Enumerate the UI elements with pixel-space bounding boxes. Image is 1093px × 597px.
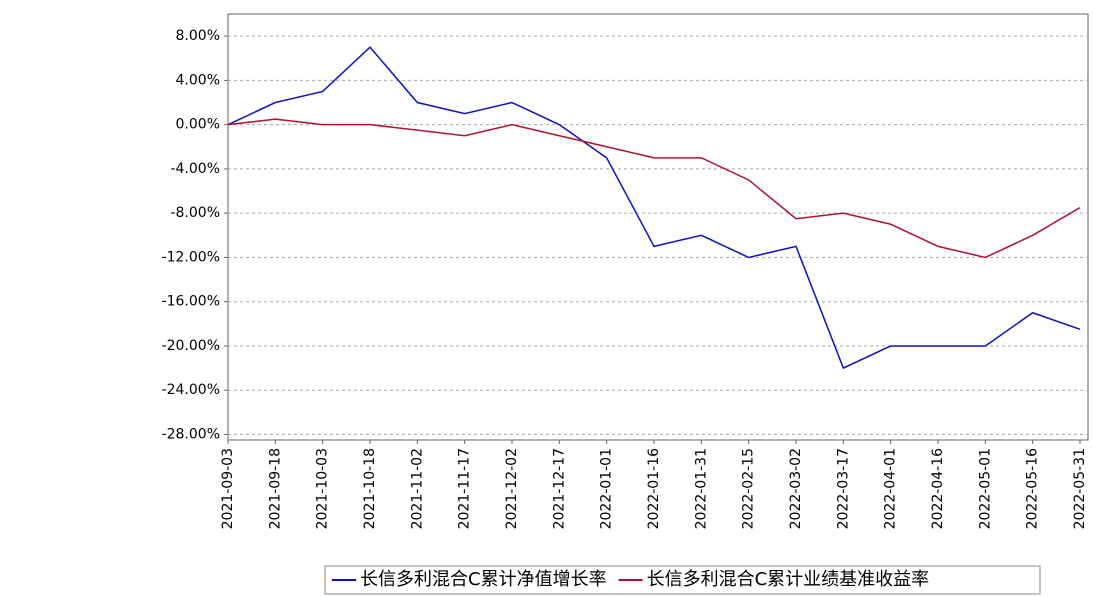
x-tick-label: 2022-04-01 bbox=[883, 448, 899, 529]
x-tick-label: 2021-11-02 bbox=[409, 448, 425, 529]
x-tick-label: 2022-02-15 bbox=[741, 448, 757, 529]
legend-label: 长信多利混合C累计业绩基准收益率 bbox=[647, 569, 930, 590]
y-tick-label: -12.00% bbox=[162, 249, 220, 265]
series-line bbox=[228, 47, 1080, 368]
x-tick-label: 2022-01-01 bbox=[599, 448, 615, 529]
x-tick-label: 2022-04-16 bbox=[930, 448, 946, 529]
x-tick-label: 2022-03-17 bbox=[835, 448, 851, 529]
y-tick-label: -16.00% bbox=[162, 294, 220, 310]
y-tick-label: -8.00% bbox=[170, 205, 220, 221]
x-tick-label: 2021-09-03 bbox=[220, 448, 236, 529]
x-tick-label: 2022-05-16 bbox=[1025, 448, 1041, 529]
y-tick-label: 0.00% bbox=[176, 117, 220, 133]
plot-frame bbox=[228, 14, 1088, 440]
x-tick-label: 2022-01-31 bbox=[693, 448, 709, 529]
y-tick-label: -28.00% bbox=[162, 426, 220, 442]
x-tick-label: 2022-05-31 bbox=[1072, 448, 1088, 529]
legend-label: 长信多利混合C累计净值增长率 bbox=[360, 569, 607, 590]
y-tick-label: 8.00% bbox=[176, 28, 220, 44]
chart: 8.00% 4.00% 0.00% -4.00% -8.00% -12.00% -16.00… bbox=[0, 0, 1093, 597]
y-tick-label: 4.00% bbox=[176, 72, 220, 88]
x-tick-label: 2021-10-18 bbox=[362, 448, 378, 529]
x-tick-label: 2021-12-02 bbox=[504, 448, 520, 529]
x-tick-label: 2022-03-02 bbox=[788, 448, 804, 529]
x-tick-label: 2022-05-01 bbox=[977, 448, 993, 529]
x-tick-label: 2021-09-18 bbox=[267, 448, 283, 529]
y-tick-label: -24.00% bbox=[162, 382, 220, 398]
legend: 长信多利混合C累计净值增长率 长信多利混合C累计业绩基准收益率 bbox=[325, 566, 1040, 594]
x-tick-label: 2022-01-16 bbox=[646, 448, 662, 529]
x-tick-label: 2021-12-17 bbox=[551, 448, 567, 529]
y-tick-label: -20.00% bbox=[162, 338, 220, 354]
series-line bbox=[228, 119, 1080, 257]
x-tick-label: 2021-11-17 bbox=[457, 448, 473, 529]
x-tick-label: 2021-10-03 bbox=[315, 448, 331, 529]
y-tick-label: -4.00% bbox=[170, 161, 220, 177]
